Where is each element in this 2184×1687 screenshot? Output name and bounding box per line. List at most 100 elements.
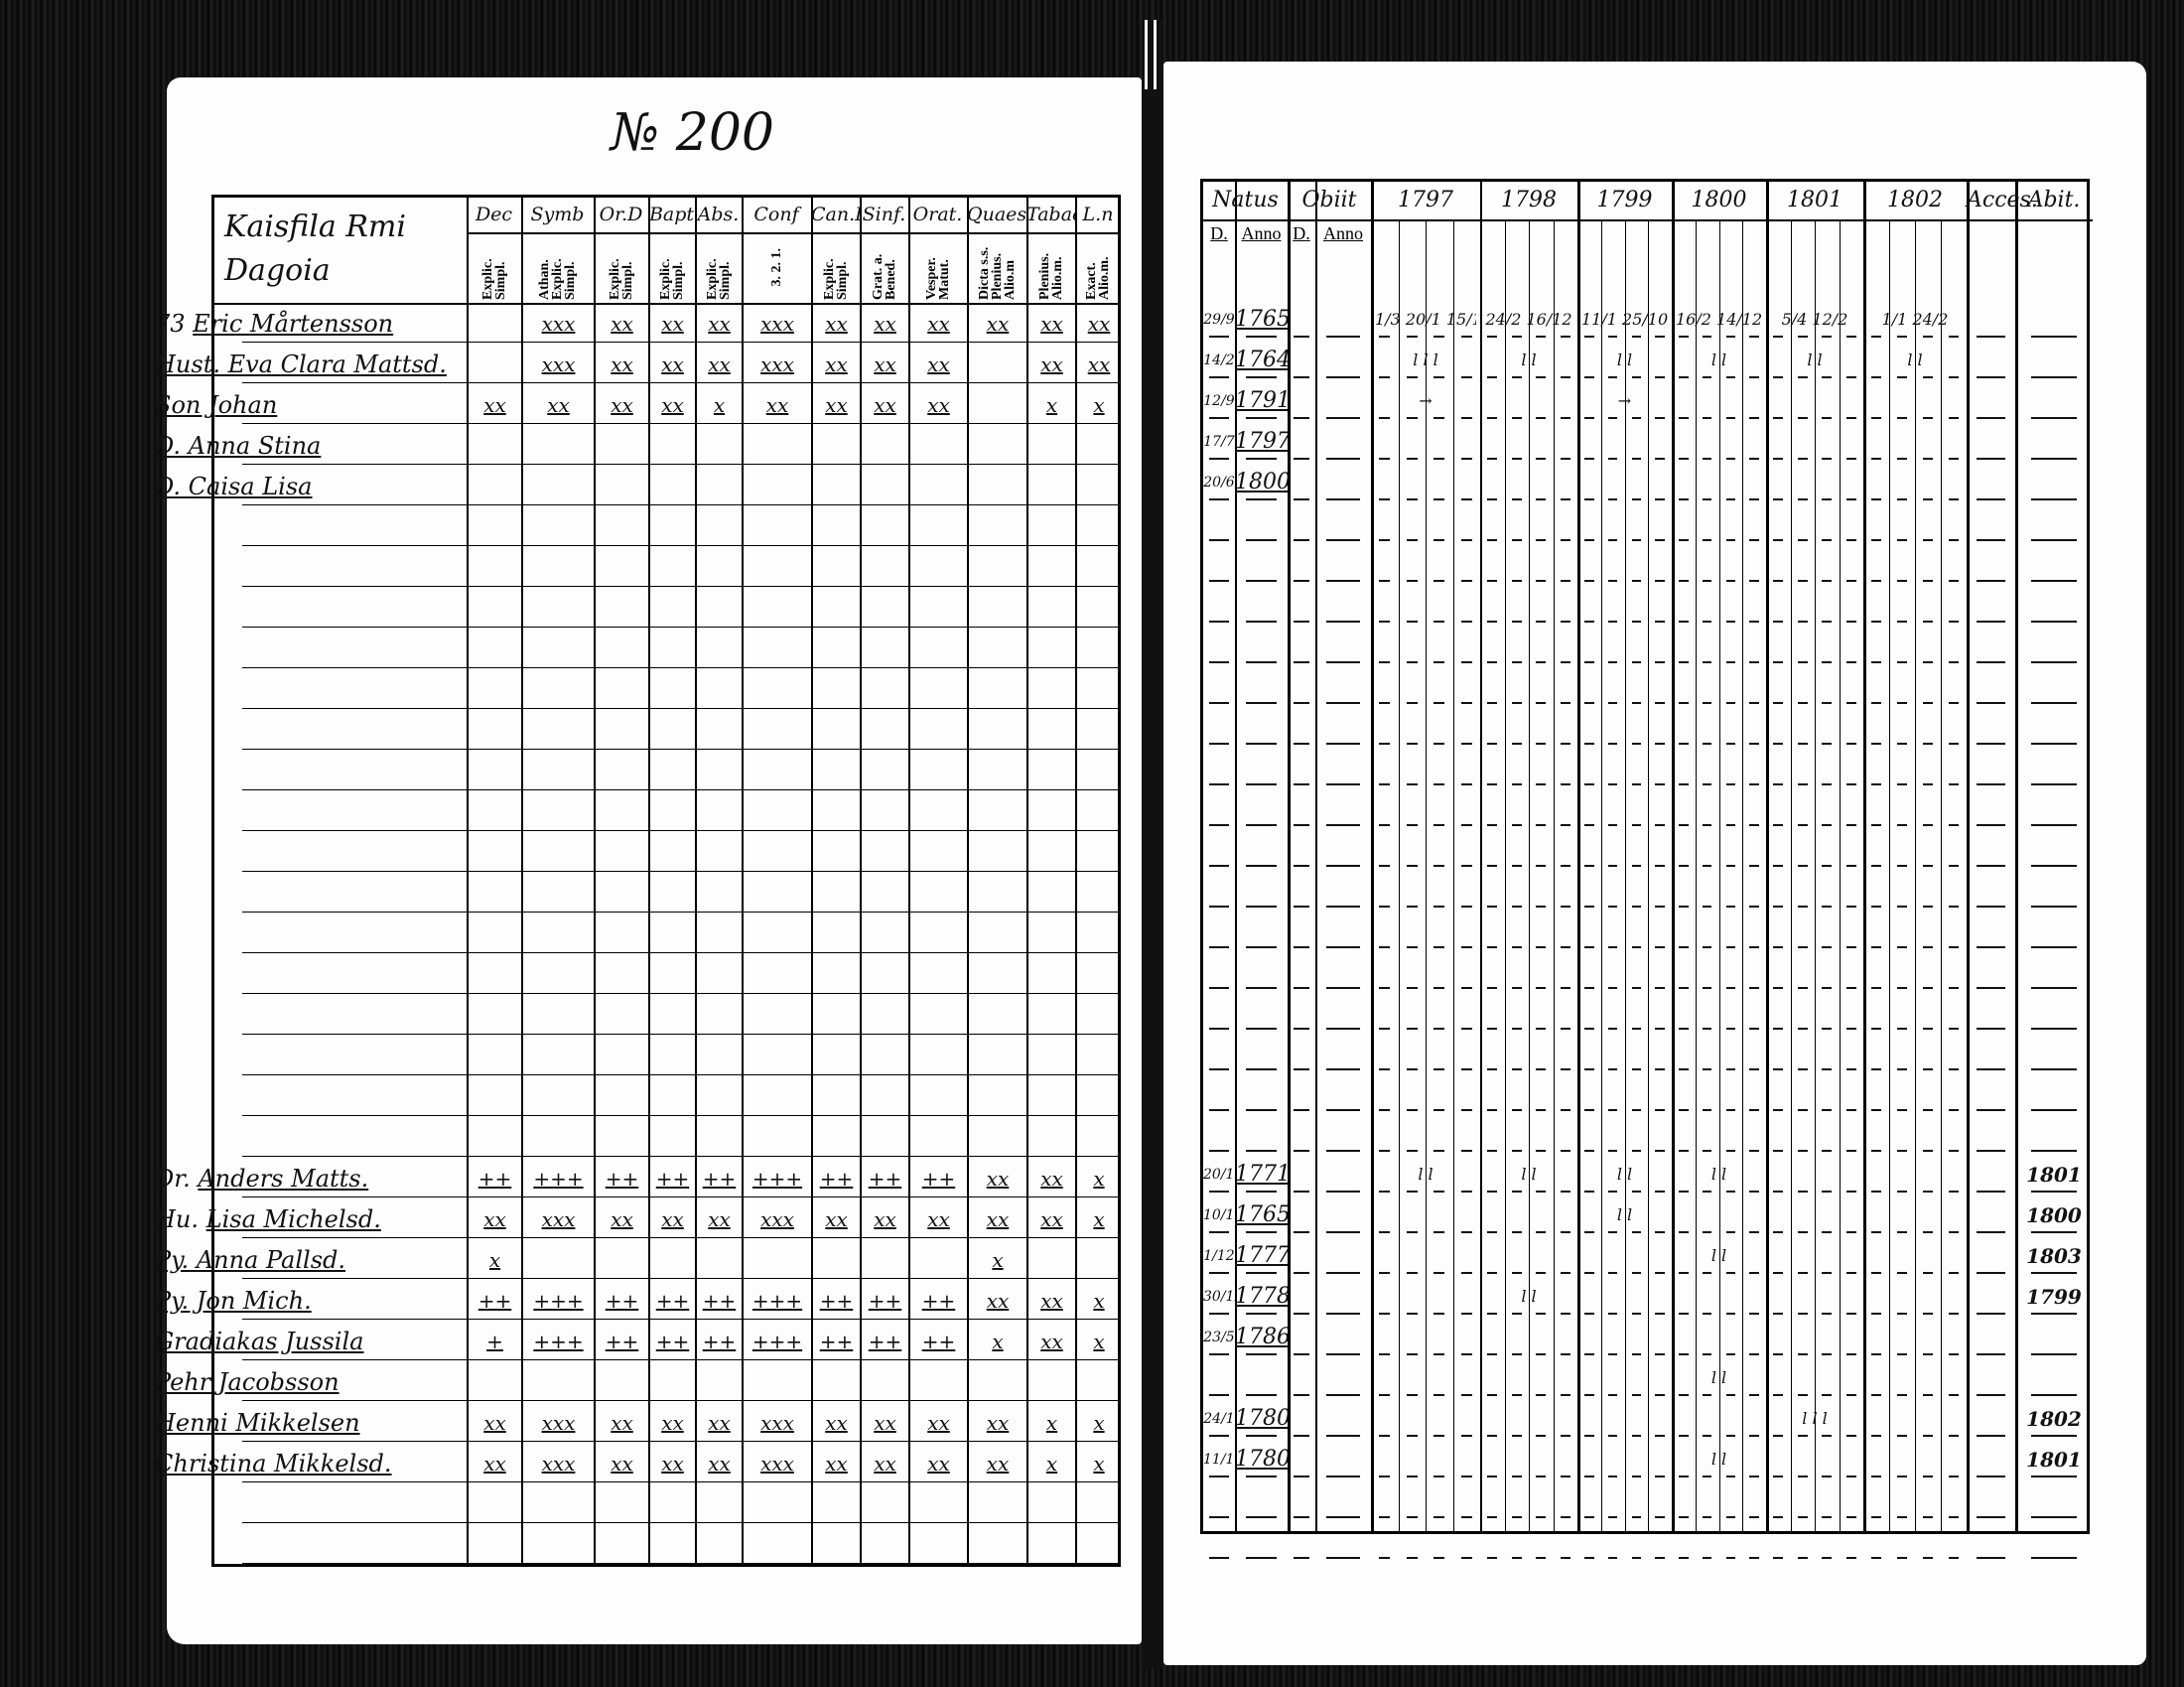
row-dash	[1245, 1150, 1278, 1152]
row-dash	[1536, 1231, 1547, 1233]
row-dash	[1433, 1231, 1445, 1233]
row-dash	[1511, 824, 1522, 826]
departure-year: 1801	[2026, 1448, 2082, 1472]
exam-mark: xx	[986, 1207, 1010, 1231]
row-dash	[1773, 1028, 1784, 1030]
row-dash	[1460, 1313, 1472, 1315]
row-dash	[1870, 376, 1882, 378]
row-dash	[1725, 580, 1736, 582]
row-dash	[1797, 1150, 1808, 1152]
row-dash	[1326, 946, 1360, 948]
row-dash	[1749, 783, 1759, 785]
exam-mark: xx	[825, 1207, 848, 1231]
row-dash	[1797, 702, 1808, 704]
row-dash	[1487, 702, 1498, 704]
exam-mark: xx	[611, 352, 633, 376]
row-dash	[1406, 458, 1418, 460]
row-dash	[1560, 458, 1570, 460]
row-dash	[1511, 906, 1522, 908]
row-dash	[1560, 1231, 1570, 1233]
row-dash	[1406, 336, 1418, 338]
row-dash	[1773, 1272, 1784, 1274]
row-dash	[1822, 539, 1833, 541]
communion-mark: l l	[1710, 1368, 1727, 1387]
subcolumn-divider	[1941, 221, 1942, 1531]
row-dash	[1870, 498, 1882, 500]
subcolumn-divider	[1648, 221, 1650, 1531]
row-dash	[1702, 987, 1712, 989]
exam-mark: ++	[819, 1289, 854, 1313]
row-dash	[1209, 1476, 1229, 1477]
row-dash	[1433, 1394, 1445, 1396]
row-dash	[1584, 580, 1594, 582]
exam-mark: x	[488, 1248, 501, 1272]
row-dash	[1245, 1557, 1278, 1559]
row-dash	[1433, 539, 1445, 541]
row-dash	[1293, 1353, 1310, 1355]
row-dash	[1607, 621, 1618, 623]
row-dash	[1679, 1272, 1689, 1274]
row-dash	[1725, 946, 1736, 948]
row-dash	[1655, 376, 1665, 378]
row-dash	[1379, 702, 1391, 704]
row-dash	[1655, 987, 1665, 989]
row-dash	[1870, 621, 1882, 623]
row-dash	[1326, 1516, 1360, 1518]
column-divider	[1577, 182, 1580, 1531]
row-dash	[1607, 1313, 1618, 1315]
row-dash	[1870, 661, 1882, 663]
row-dash	[1487, 376, 1498, 378]
row-dash	[1948, 661, 1960, 663]
row-dash	[1209, 1557, 1229, 1559]
row-dash	[1749, 1435, 1759, 1437]
exam-mark: x	[1045, 1411, 1058, 1435]
column-subheader: Vesper. Matut.	[908, 234, 967, 300]
row-dash	[1976, 1231, 2006, 1233]
row-dash	[1560, 865, 1570, 867]
row-dash	[1406, 906, 1418, 908]
row-dash	[1584, 376, 1594, 378]
row-dash	[1679, 1028, 1689, 1030]
row-dash	[1379, 539, 1391, 541]
row-dash	[1679, 1394, 1689, 1396]
row-dash	[1584, 824, 1594, 826]
exam-mark: x	[1093, 1330, 1105, 1353]
row-dash	[1293, 1557, 1310, 1559]
row-dash	[1845, 946, 1856, 948]
subheader-text: Explic. Simpl.	[479, 258, 508, 300]
row-dash	[1511, 417, 1522, 419]
column-divider	[1863, 182, 1866, 1531]
row-dash	[1607, 539, 1618, 541]
row-dash	[1870, 702, 1882, 704]
row-dash	[1725, 865, 1736, 867]
row-dash	[1209, 621, 1229, 623]
row-dash	[1725, 1353, 1736, 1355]
subcolumn-divider	[1815, 221, 1816, 1531]
row-dash	[1584, 946, 1594, 948]
row-dash	[1245, 1109, 1278, 1111]
row-dash	[1702, 661, 1712, 663]
row-dash	[1749, 1109, 1759, 1111]
row-dash	[1379, 1272, 1391, 1274]
exam-mark: ++	[605, 1330, 639, 1353]
row-dash	[1406, 498, 1418, 500]
birth-day: 1/12	[1203, 1248, 1235, 1264]
row-dash	[1702, 1150, 1712, 1152]
row-dash	[1433, 1109, 1445, 1111]
row-dash	[1536, 1313, 1547, 1315]
row-dash	[1460, 946, 1472, 948]
column-header: Can.D	[811, 198, 860, 234]
exam-mark: ++	[921, 1167, 956, 1191]
row-dash	[1797, 865, 1808, 867]
row-dash	[1749, 498, 1759, 500]
register-row-name: Hu. Lisa Michelsd.	[155, 1200, 463, 1238]
row-dash	[1679, 1313, 1689, 1315]
row-dash	[1773, 336, 1784, 338]
row-dash	[1922, 1109, 1934, 1111]
row-dash	[1822, 376, 1833, 378]
row-dash	[1773, 458, 1784, 460]
row-dash	[1433, 1150, 1445, 1152]
person-name: Lisa Michelsd.	[205, 1205, 381, 1233]
row-dash	[1749, 1231, 1759, 1233]
row-dash	[1631, 1109, 1642, 1111]
